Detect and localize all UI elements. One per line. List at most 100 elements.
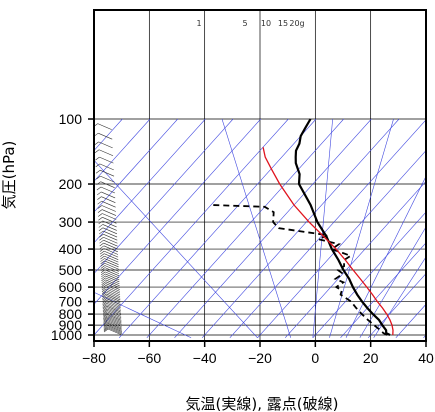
wind-barb	[104, 258, 119, 265]
isotherm-line	[94, 118, 261, 305]
wind-barb	[107, 319, 122, 326]
wind-barb	[100, 260, 105, 265]
wind-barb	[103, 327, 109, 332]
wind-barb	[101, 285, 106, 289]
wind-barb	[102, 310, 108, 314]
wind-barb	[101, 209, 117, 216]
mixing-ratio-label: 15	[278, 19, 288, 28]
wind-barb	[101, 288, 107, 293]
isotherm-line	[146, 118, 344, 338]
wind-barb	[99, 248, 105, 252]
wind-barb	[103, 242, 118, 250]
x-tick-label: −80	[82, 350, 106, 366]
wind-barb	[103, 316, 108, 321]
mixing-ratio-label: 1	[196, 19, 201, 28]
wind-barb	[100, 271, 106, 276]
y-tick-label: 900	[59, 317, 83, 333]
wind-barb	[103, 248, 119, 255]
isotherm-line	[257, 150, 426, 338]
wind-barb	[106, 296, 121, 304]
mixing-ratio-line	[373, 256, 426, 338]
isotherm-line	[94, 118, 178, 213]
wind-barb	[105, 288, 121, 296]
wind-barb	[103, 320, 108, 325]
temperature-line	[294, 118, 391, 336]
wind-barb	[105, 279, 120, 287]
wind-barb	[103, 239, 118, 247]
wind-barb	[100, 253, 105, 257]
y-tick-label: 700	[59, 294, 83, 310]
isotherm-line	[312, 211, 426, 338]
wind-barb	[106, 293, 121, 301]
wind-barb	[106, 301, 121, 309]
mixing-ratio-label: 5	[242, 19, 247, 28]
wind-barb	[101, 191, 116, 199]
wind-barb	[107, 316, 122, 324]
label-layer: −80 −60 −40 −20 0 20 40 100 200 300 400 50060070080…	[51, 19, 434, 366]
y-tick-label: 600	[59, 279, 83, 295]
wind-barb	[96, 181, 101, 185]
wind-barb	[102, 220, 117, 228]
wind-barb	[102, 304, 107, 308]
wind-barb	[103, 324, 108, 328]
isotherm-line	[229, 119, 426, 338]
isotherm-line	[201, 118, 400, 338]
x-tick-label: 20	[363, 350, 379, 366]
wind-barb	[94, 141, 99, 146]
wind-barb	[100, 186, 116, 194]
wind-barb	[102, 295, 107, 299]
wind-barb	[107, 312, 122, 320]
wind-barb	[98, 230, 104, 235]
wind-barb	[107, 318, 122, 325]
y-axis-title: 気圧(hPa)	[0, 141, 18, 210]
wind-barb	[99, 239, 104, 244]
wind-barb	[103, 321, 108, 326]
wind-barb	[105, 277, 120, 285]
wind-barb	[106, 302, 121, 310]
wind-barb	[101, 275, 106, 280]
wind-barb	[100, 267, 106, 271]
mixing-ratio-line	[312, 118, 333, 338]
wind-barb	[98, 149, 114, 157]
mixing-ratio-label: 20g	[289, 19, 304, 28]
wind-barb	[102, 311, 108, 315]
wind-barb	[104, 253, 119, 260]
wind-barb	[98, 213, 103, 217]
wind-barb	[107, 320, 122, 328]
isotherm-line	[94, 118, 151, 182]
wind-barb	[101, 281, 106, 285]
x-tick-label: −20	[248, 350, 272, 366]
wind-barb	[102, 213, 117, 220]
isotherm-line	[94, 118, 234, 274]
wind-barb	[107, 324, 122, 331]
wind-barb	[99, 233, 104, 238]
wind-barb	[105, 286, 121, 294]
wind-barb	[102, 227, 118, 235]
isotherm-line	[340, 242, 426, 338]
isotherm-line	[94, 118, 289, 336]
wind-barb	[98, 220, 103, 225]
wind-barb	[98, 227, 104, 232]
wind-barb	[97, 209, 103, 213]
wind-barb	[104, 262, 119, 270]
wind-barb	[104, 265, 119, 272]
wind-barb	[104, 260, 119, 268]
wind-barb	[106, 291, 121, 299]
wind-barb	[107, 311, 122, 319]
wind-barb-layer	[94, 123, 123, 336]
x-tick-label: −40	[193, 350, 217, 366]
wind-barb	[107, 314, 122, 321]
series-layer	[210, 118, 394, 336]
wind-barb	[100, 265, 106, 269]
wind-barb	[99, 163, 114, 171]
y-tick-label: 300	[59, 214, 83, 230]
wind-barb	[107, 325, 122, 332]
wind-barb	[105, 283, 120, 290]
wind-barb	[97, 196, 102, 200]
wind-barb	[106, 305, 121, 313]
x-tick-label: 40	[418, 350, 434, 366]
wind-barb	[97, 200, 102, 205]
wind-barb	[106, 307, 122, 314]
wind-barb	[101, 290, 107, 294]
